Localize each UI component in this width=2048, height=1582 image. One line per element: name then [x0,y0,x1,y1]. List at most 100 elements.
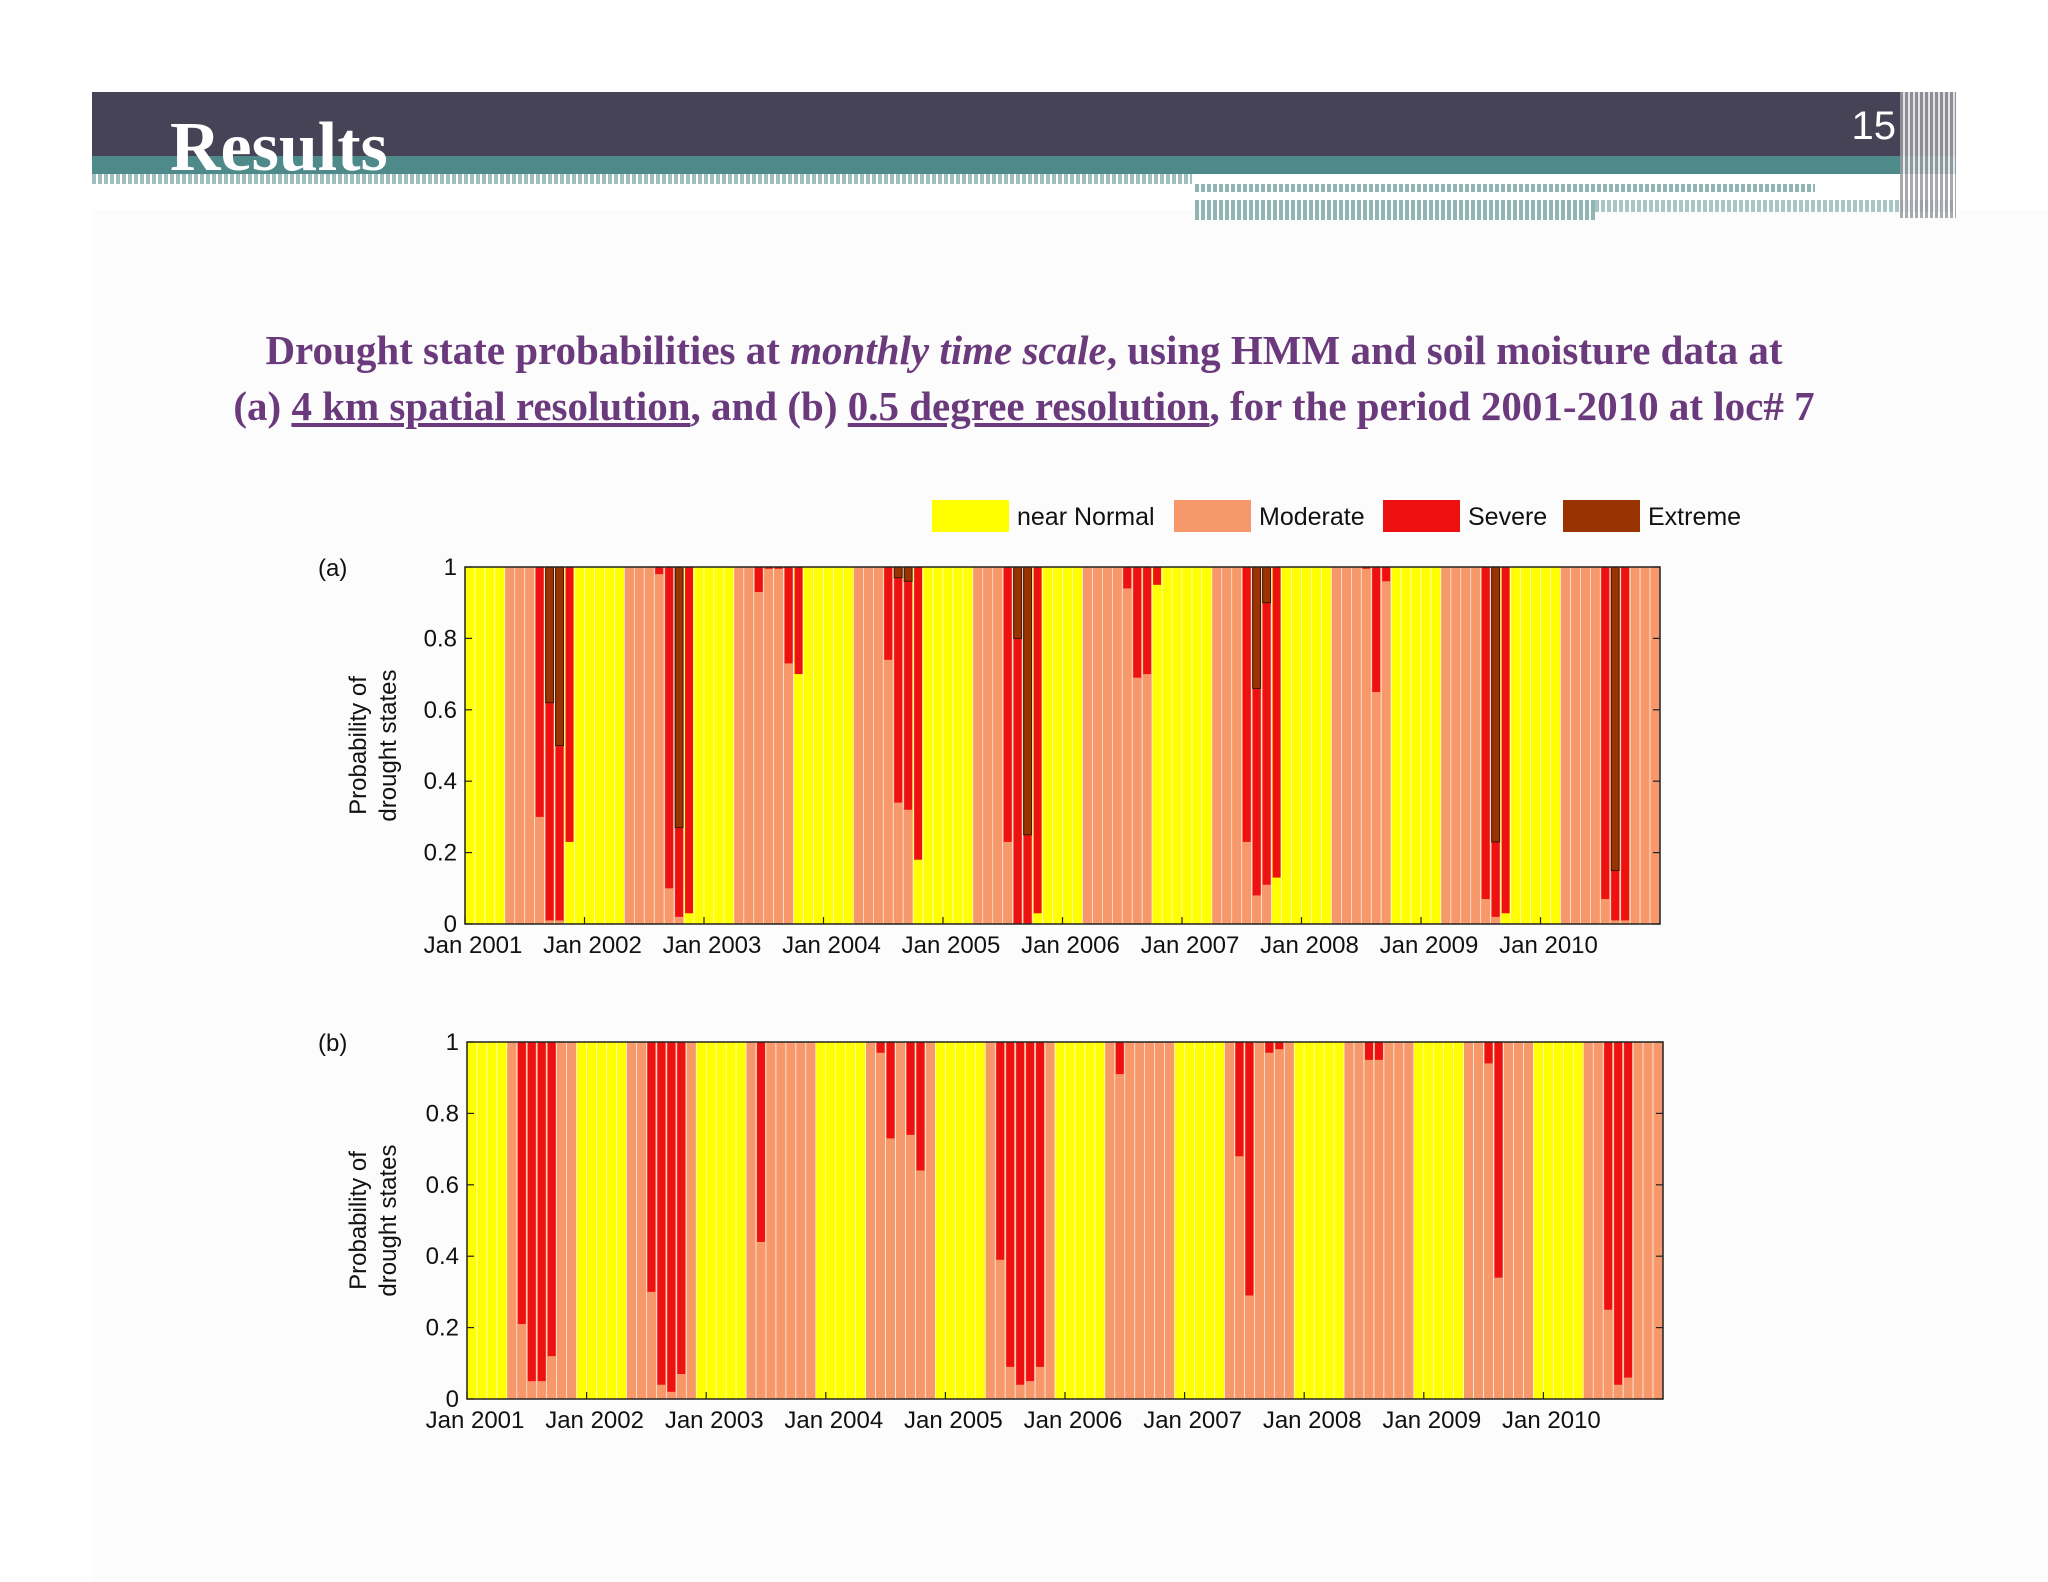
y-tick-label: 1 [444,554,457,581]
bar-near-normal [1530,566,1541,925]
bar-moderate [1523,1041,1534,1400]
bar-severe [555,745,564,921]
bar-near-normal [604,566,615,925]
x-tick-label: Jan 2004 [782,932,881,959]
bar-near-normal [1410,566,1422,925]
bar-near-normal [1520,566,1531,925]
bar-moderate [633,566,645,925]
panel-label: (a) [318,555,347,582]
x-tick-label: Jan 2002 [545,1407,644,1434]
bar-near-normal [843,566,854,925]
bar-moderate [1134,1041,1146,1400]
bar-near-normal [486,1041,498,1400]
x-tick-label: Jan 2007 [1141,932,1240,959]
bar-moderate [805,1041,817,1400]
bar-near-normal [466,1041,478,1400]
bar-near-normal [476,1041,488,1400]
legend-swatch [1174,500,1251,532]
x-tick-label: Jan 2008 [1260,932,1359,959]
bar-severe [537,1042,546,1382]
bar-moderate [1513,1041,1524,1400]
bar-near-normal [803,566,814,925]
bar-moderate [1283,1041,1295,1400]
bar-moderate [506,1041,518,1400]
bar-moderate [895,1041,906,1400]
bar-near-normal [584,566,595,925]
bar-moderate [1503,1041,1514,1400]
bar-moderate [1632,1041,1644,1400]
bar-extreme [1491,566,1501,843]
bar-near-normal [1443,1041,1454,1400]
bar-severe [794,567,803,675]
bar-near-normal [1151,566,1163,925]
bar-near-normal [1430,566,1442,925]
subtitle-text: , for the period 2001-2010 at loc# 7 [1209,383,1815,429]
bar-moderate [1343,1041,1355,1400]
bar-near-normal [574,566,585,925]
bar-severe [894,577,903,803]
bar-extreme [1252,566,1262,689]
bar-near-normal [1313,1041,1325,1400]
page-number: 15 [1851,104,1897,148]
bar-extreme [1610,566,1620,871]
bar-near-normal [464,566,476,925]
bar-near-normal [1400,566,1412,925]
x-tick-label: Jan 2005 [902,932,1001,959]
bar-near-normal [1301,566,1312,925]
bar-moderate [1111,566,1123,925]
bar-severe [1245,1042,1254,1296]
bar-extreme [555,566,565,746]
bar-near-normal [1062,566,1073,925]
bar-near-normal [945,1041,956,1400]
bar-moderate [1383,1041,1395,1400]
bar-near-normal [1084,1041,1096,1400]
y-axis-label-line: drought states [375,1144,402,1296]
bar-near-normal [1072,566,1083,925]
y-tick-label: 0 [446,1386,459,1413]
legend-swatch [932,500,1009,532]
header-hatch-pattern [1195,184,1815,192]
x-tick-label: Jan 2006 [1024,1407,1123,1434]
bar-near-normal [935,1041,946,1400]
bar-moderate [992,566,1004,925]
bar-moderate [685,1041,697,1400]
bar-near-normal [494,566,506,925]
bar-moderate [1350,566,1362,925]
bar-near-normal [1510,566,1521,925]
bar-severe [904,581,913,810]
bar-moderate [1570,566,1581,925]
y-axis-label: Probability of drought states [345,669,402,821]
bar-moderate [773,566,784,925]
bar-near-normal [825,1041,837,1400]
bar-severe [916,1042,925,1171]
bar-moderate [556,1041,567,1400]
bar-extreme [1023,566,1033,836]
subtitle-text: Drought state probabilities at [265,327,791,373]
bar-severe [1033,567,1042,914]
bar-moderate [775,1041,787,1400]
bar-severe [1275,1042,1284,1050]
bar-moderate [1440,566,1452,925]
bar-near-normal [594,566,605,925]
bar-moderate [1211,566,1223,925]
bar-near-normal [1550,566,1561,925]
bar-severe [906,1042,915,1135]
header-endcap [1900,92,1956,218]
bar-moderate [1560,566,1571,925]
bar-near-normal [1064,1041,1076,1400]
bar-near-normal [1573,1041,1584,1400]
bar-moderate [865,1041,876,1400]
bar-moderate [1363,1041,1375,1400]
bar-near-normal [1433,1041,1445,1400]
bar-moderate [1629,566,1641,925]
bar-severe [677,1042,686,1375]
bar-severe [1481,567,1490,900]
bar-moderate [1649,566,1661,925]
legend-swatch [1383,500,1460,532]
bar-near-normal [823,566,834,925]
y-axis-label-line: drought states [375,669,402,821]
bar-moderate [1044,1041,1056,1400]
y-tick-label: 0.8 [426,1100,459,1127]
bar-moderate [1102,566,1113,925]
bar-moderate [1642,1041,1654,1400]
